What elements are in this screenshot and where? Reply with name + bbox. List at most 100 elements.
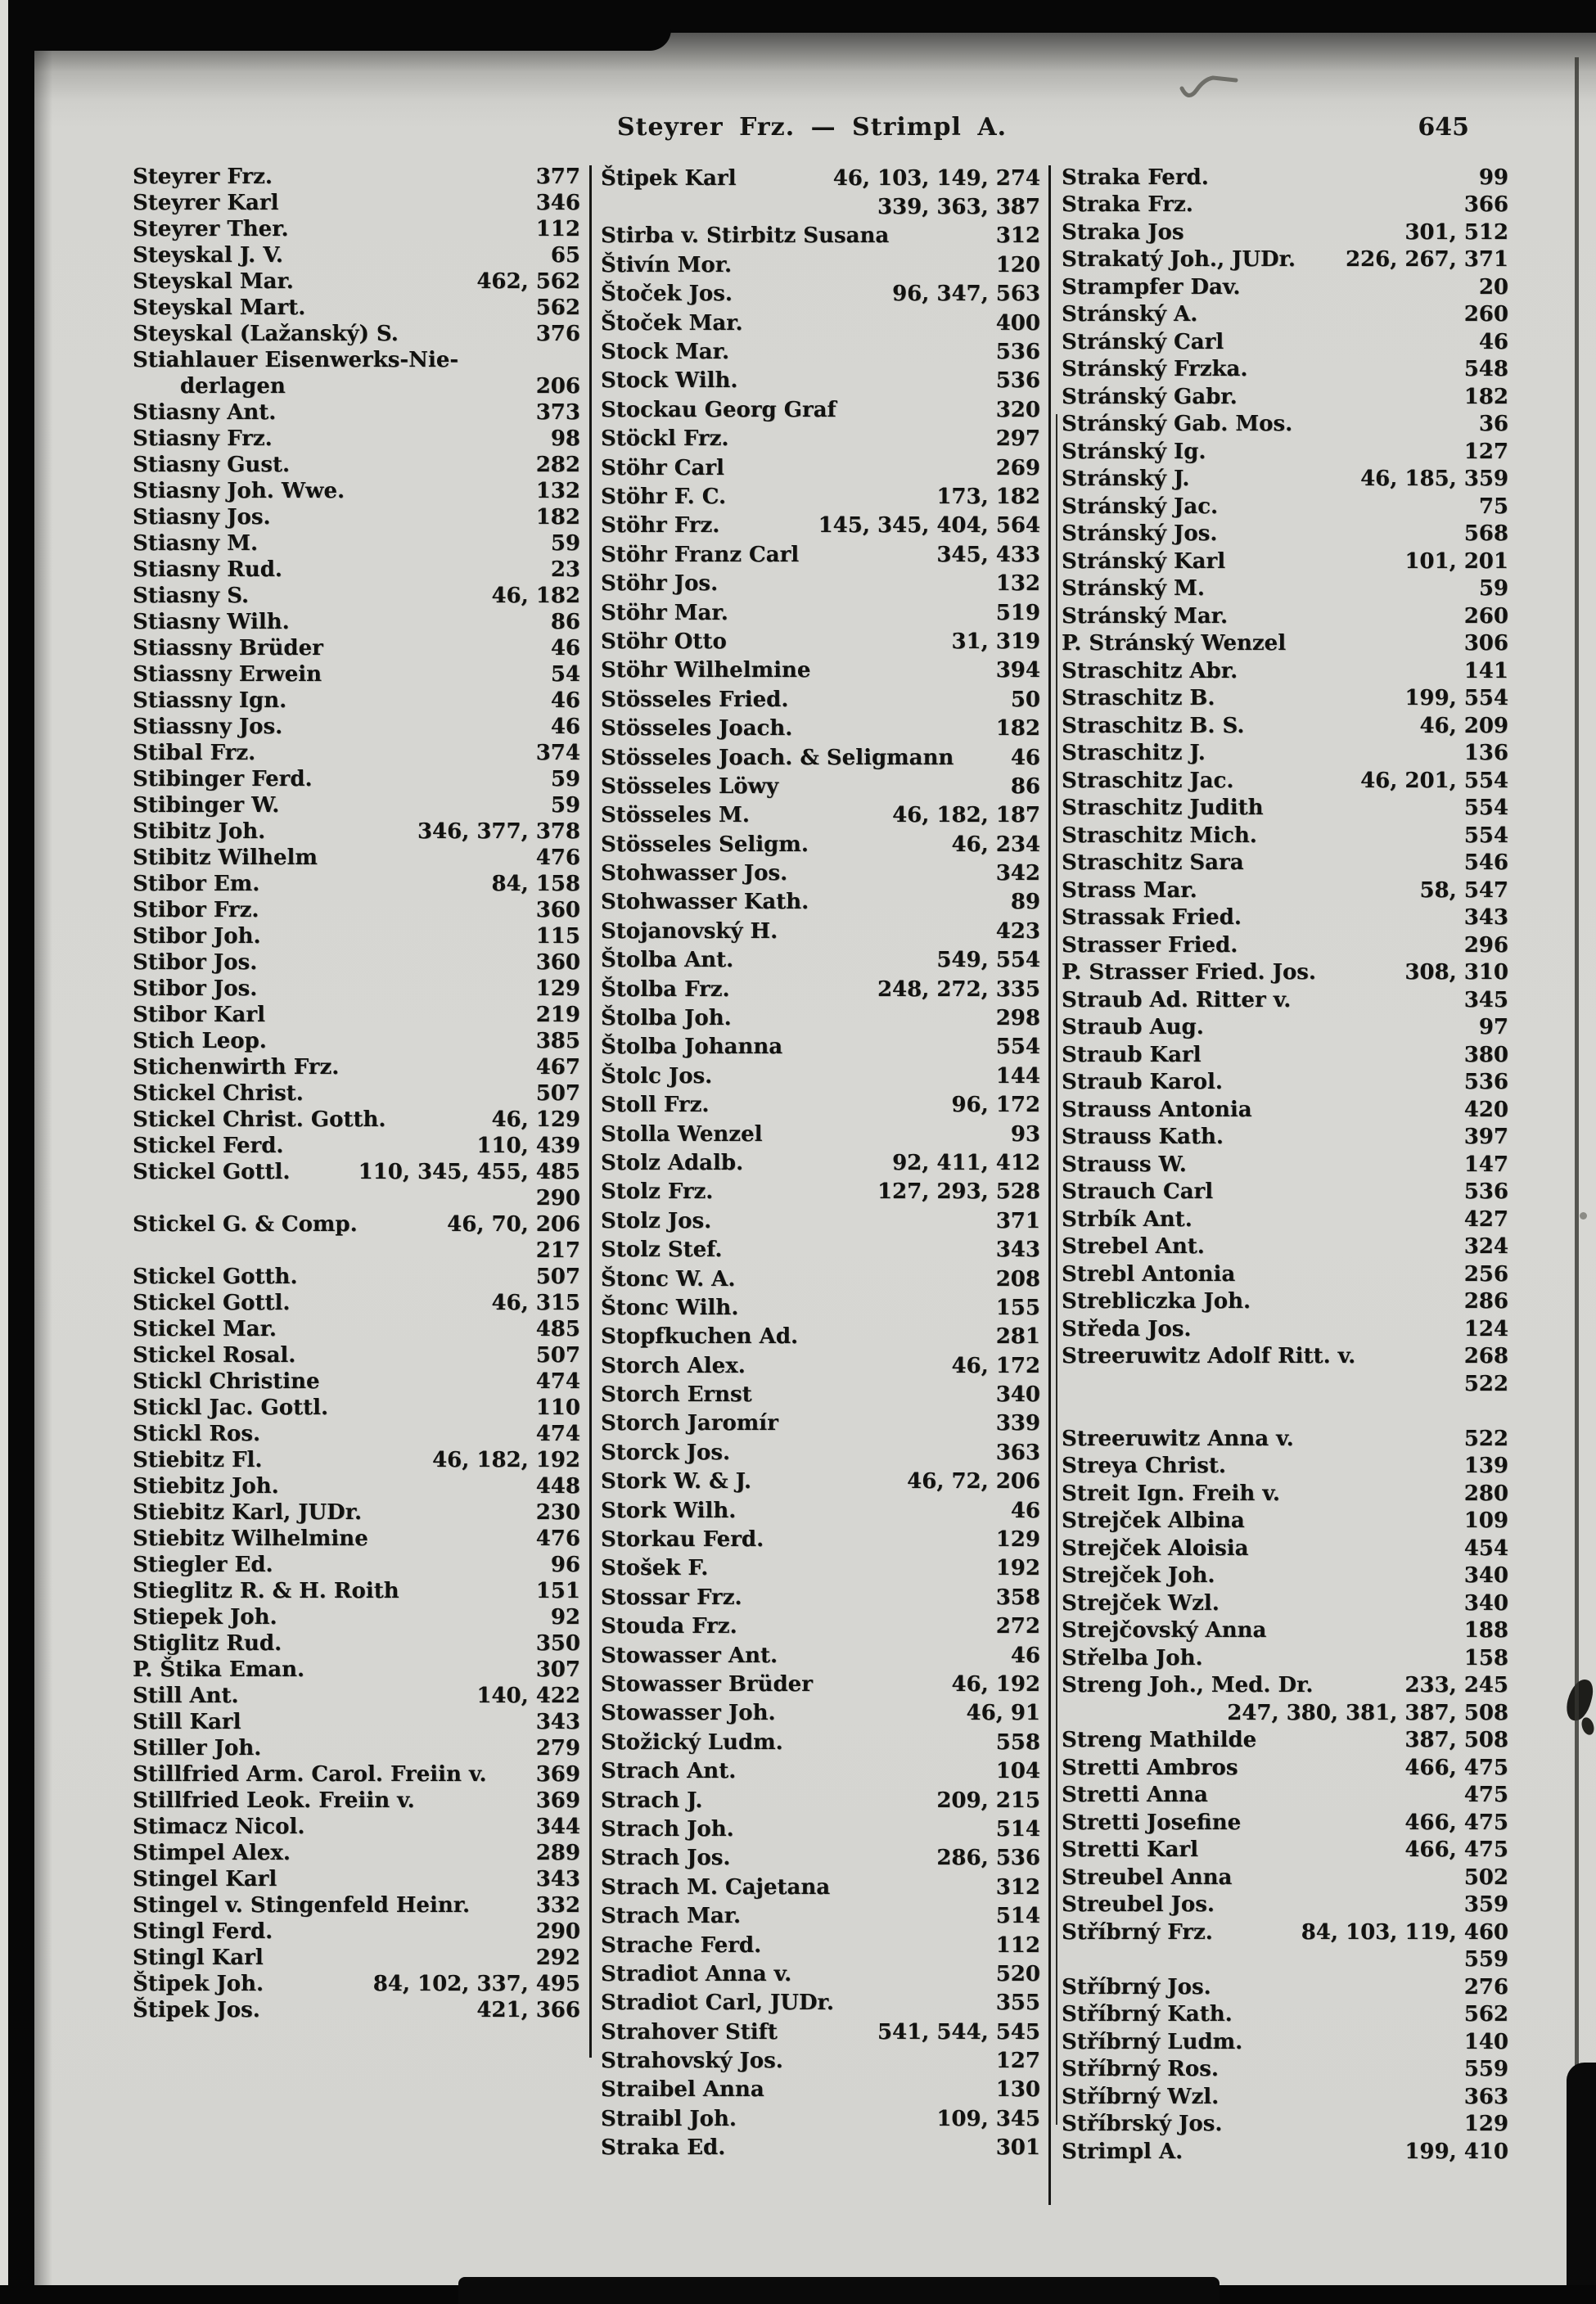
index-entry: Stiasny Gust. 282 (133, 452, 580, 478)
entry-pages: 120 (995, 252, 1040, 277)
index-entry: Straub Ad. Ritter v. 345 (1062, 986, 1508, 1014)
index-entry: Stöhr Frz. 145, 345, 404, 564 (601, 512, 1040, 540)
entry-pages: 476 (535, 845, 580, 870)
index-entry: Storch Ernst 340 (601, 1380, 1040, 1409)
entry-pages: 59 (550, 531, 580, 556)
index-entry: Stopfkuchen Ad. 281 (601, 1323, 1040, 1351)
entry-name: Steyskal Mar. (133, 269, 294, 294)
entry-pages: 466, 475 (1404, 1810, 1508, 1835)
entry-pages: 485 (535, 1317, 580, 1341)
index-entry: Stohwasser Kath. 89 (601, 888, 1040, 917)
entry-name: Štonc W. A. (601, 1266, 736, 1292)
entry-name: Stöhr Mar. (601, 600, 728, 625)
index-entry: Still Karl 343 (133, 1709, 580, 1735)
entry-name: Stretti Josefine (1062, 1810, 1242, 1835)
entry-pages: 272 (995, 1614, 1040, 1639)
index-entry: Strbík Ant. 427 (1062, 1206, 1508, 1233)
entry-pages: 93 (1010, 1121, 1040, 1147)
header-title: Steyrer Frz. — Strimpl A. (616, 113, 1008, 142)
entry-name: Stránský Ig. (1062, 439, 1206, 464)
index-entry: Stolla Wenzel 93 (601, 1120, 1040, 1148)
entry-name: Stöckl Frz. (601, 426, 729, 452)
entry-name: Stibinger Ferd. (133, 767, 313, 791)
index-entry: Stohwasser Jos. 342 (601, 859, 1040, 887)
entry-name: Stickl Christine (133, 1369, 320, 1394)
entry-name: Stork Wilh. (601, 1498, 737, 1523)
index-entry: Stolz Jos. 371 (601, 1206, 1040, 1235)
entry-pages: 127, 293, 528 (877, 1179, 1040, 1205)
entry-pages: 292 (535, 1946, 580, 1970)
entry-name: P. Stránský Wenzel (1062, 631, 1287, 656)
entry-pages: 182 (1463, 384, 1508, 409)
entry-pages: 549, 554 (936, 948, 1040, 973)
entry-pages: 296 (1463, 932, 1508, 958)
entry-name: Strejček Aloisia (1062, 1535, 1249, 1561)
entry-pages: 536 (1463, 1179, 1508, 1205)
entry-name: Stolla Wenzel (601, 1121, 763, 1147)
entry-name: Stránský J. (1062, 467, 1190, 492)
index-entry: Steyskal Mart. 562 (133, 295, 580, 321)
index-entry: Stiasny Jos. 182 (133, 504, 580, 530)
entry-name: Steyskal (Lažanský) S. (133, 322, 399, 346)
entry-name: Streng Mathilde (1062, 1728, 1257, 1753)
index-entry: Stingl Ferd. 290 (133, 1918, 580, 1945)
entry-name: Stradiot Carl, JUDr. (601, 1991, 834, 2016)
entry-pages: 343 (1463, 905, 1508, 931)
entry-name: Stránský Jac. (1062, 494, 1219, 519)
entry-name: Strauss Kath. (1062, 1125, 1224, 1150)
entry-name: Straschitz Judith (1062, 796, 1264, 821)
index-entry: Stimacz Nicol. 344 (133, 1814, 580, 1840)
entry-pages: 97 (1478, 1015, 1508, 1040)
entry-pages: 475 (1463, 1783, 1508, 1808)
entry-pages: 248, 272, 335 (877, 976, 1040, 1002)
entry-name: Storch Ernst (601, 1382, 752, 1408)
index-entry: Stránský Ig. 127 (1062, 438, 1508, 466)
running-header: Steyrer Frz. — Strimpl A. (28, 113, 1596, 142)
index-entry: Stösseles Löwy 86 (601, 772, 1040, 800)
index-entry: Stránský Carl 46 (1062, 328, 1508, 356)
entry-name: Strach J. (601, 1788, 703, 1813)
entry-name: Straschitz J. (1062, 741, 1206, 766)
entry-pages: 46, 201, 554 (1360, 768, 1508, 793)
entry-name: Stopfkuchen Ad. (601, 1324, 799, 1350)
index-entry: Strahover Stift 541, 544, 545 (601, 2018, 1040, 2046)
entry-pages: 280 (1463, 1481, 1508, 1506)
entry-name: Straub Aug. (1062, 1015, 1204, 1040)
entry-pages: 360 (535, 950, 580, 975)
index-entry: Stiassny Erwein 54 (133, 661, 580, 688)
entry-pages: 50 (1010, 687, 1040, 712)
entry-name: Stránský Jos. (1062, 521, 1218, 547)
index-entry: 290 (133, 1185, 580, 1211)
entry-name: Stiebitz Wilhelmine (133, 1526, 368, 1551)
entry-name: Stickel Gotth. (133, 1265, 298, 1289)
index-entry: Stiegler Ed. 96 (133, 1552, 580, 1578)
index-entry: Stöhr Otto 31, 319 (601, 627, 1040, 656)
entry-pages: 400 (995, 310, 1040, 336)
entry-name: Stickel Gottl. (133, 1291, 291, 1315)
entry-name: Stojanovský H. (601, 918, 778, 944)
entry-pages: 92, 411, 412 (892, 1150, 1040, 1175)
index-entry: Stibinger W. 59 (133, 792, 580, 818)
entry-name: Stibor Frz. (133, 898, 259, 922)
index-entry: Stříbrný Jos. 276 (1062, 1973, 1508, 2001)
entry-pages: 59 (1478, 576, 1508, 602)
entry-pages: 209, 215 (936, 1788, 1040, 1813)
entry-pages: 188 (1463, 1618, 1508, 1643)
entry-pages: 559 (1463, 1947, 1508, 1973)
entry-pages: 339 (995, 1411, 1040, 1436)
entry-pages: 366 (1463, 192, 1508, 218)
index-column-2: Štipek Karl 46, 103, 149, 274 339, 363, 38… (601, 164, 1040, 2162)
index-entry: Stickel Gottl. 110, 345, 455, 485 (133, 1159, 580, 1185)
index-entry: Stiasny Rud. 23 (133, 557, 580, 583)
entry-name: Stouda Frz. (601, 1614, 737, 1639)
entry-pages: 554 (995, 1035, 1040, 1060)
index-entry: Stickel Christ. Gotth. 46, 129 (133, 1107, 580, 1133)
index-entry: Storck Jos. 363 (601, 1438, 1040, 1467)
entry-pages: 344 (535, 1815, 580, 1839)
index-entry: Streubel Anna 502 (1062, 1864, 1508, 1891)
entry-name: Straub Karol. (1062, 1070, 1223, 1095)
index-entry: Straibl Joh. 109, 345 (601, 2104, 1040, 2133)
index-entry: Stickel G. & Comp. 46, 70, 206 (133, 1211, 580, 1238)
entry-pages: 385 (535, 1029, 580, 1053)
index-entry: Stibor Jos. 360 (133, 949, 580, 976)
